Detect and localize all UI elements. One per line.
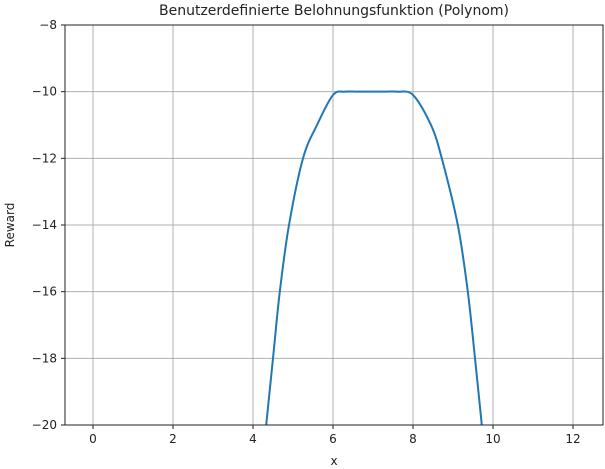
chart-title: Benutzerdefinierte Belohnungsfunktion (P… [159, 3, 509, 19]
x-tick-label: 10 [485, 432, 500, 446]
x-axis-label: x [330, 454, 337, 468]
x-tick-label: 2 [169, 432, 177, 446]
y-tick-label: −10 [32, 85, 57, 99]
y-tick-label: −14 [32, 218, 57, 232]
x-tick-label: 8 [409, 432, 417, 446]
x-tick-label: 6 [329, 432, 337, 446]
x-tick-label: 0 [89, 432, 97, 446]
y-tick-label: −16 [32, 285, 57, 299]
x-tick-label: 12 [565, 432, 580, 446]
y-tick-label: −18 [32, 351, 57, 365]
ticks: 0 2 4 6 8 10 12 −8 −10 −12 −14 −16 −18 −20 [32, 18, 581, 446]
y-tick-label: −12 [32, 151, 57, 165]
y-axis-label: Reward [3, 203, 17, 248]
plot-frame [64, 24, 604, 426]
x-tick-label: 4 [249, 432, 257, 446]
grid [65, 24, 603, 426]
series-line [265, 90, 483, 426]
y-tick-label: −20 [32, 418, 57, 432]
y-tick-label: −8 [39, 18, 57, 32]
